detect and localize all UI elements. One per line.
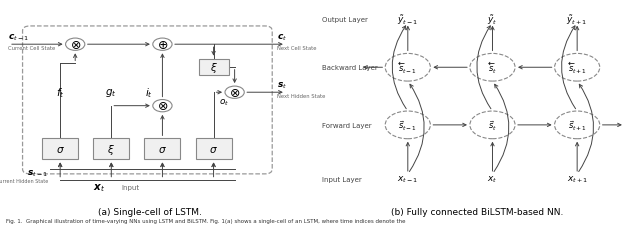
FancyBboxPatch shape [198,59,228,76]
Text: Input Layer: Input Layer [321,176,362,182]
Text: $f_t$: $f_t$ [56,86,65,100]
Text: Current Cell State: Current Cell State [8,46,56,51]
Circle shape [225,87,244,99]
Text: Fig. 1.  Graphical illustration of time-varying NNs using LSTM and BiLSTM. Fig. : Fig. 1. Graphical illustration of time-v… [6,218,406,223]
Text: $x_{t-1}$: $x_{t-1}$ [397,174,419,184]
Text: $\oplus$: $\oplus$ [157,38,168,52]
Text: $\tilde{y}_t$: $\tilde{y}_t$ [487,13,498,27]
Text: $\otimes$: $\otimes$ [70,38,81,52]
Text: $\tilde{y}_{t-1}$: $\tilde{y}_{t-1}$ [397,13,419,27]
Text: Forward Layer: Forward Layer [321,122,371,128]
Text: $\otimes$: $\otimes$ [229,86,240,99]
Text: $\boldsymbol{c}_{t}$: $\boldsymbol{c}_{t}$ [276,32,287,43]
Text: $\sigma$: $\sigma$ [158,144,167,154]
Circle shape [555,112,600,139]
Text: Output Layer: Output Layer [321,17,367,23]
FancyBboxPatch shape [42,139,78,160]
Text: Backward Layer: Backward Layer [321,65,378,71]
Circle shape [153,39,172,51]
Text: (a) Single-cell of LSTM.: (a) Single-cell of LSTM. [99,207,202,216]
Text: $\xi$: $\xi$ [210,61,218,74]
Text: $i_t$: $i_t$ [145,86,153,100]
Text: $\boldsymbol{s}_{t-1}$: $\boldsymbol{s}_{t-1}$ [27,168,48,178]
Text: $g_t$: $g_t$ [106,87,117,99]
FancyBboxPatch shape [145,139,180,160]
Text: $x_t$: $x_t$ [487,174,498,184]
Text: $\vec{s}_{t+1}$: $\vec{s}_{t+1}$ [568,119,587,132]
Text: $\sigma$: $\sigma$ [56,144,65,154]
Text: $\boldsymbol{c}_{t-1}$: $\boldsymbol{c}_{t-1}$ [8,32,29,43]
Text: $o_t$: $o_t$ [219,97,229,108]
Circle shape [385,54,430,82]
Circle shape [470,112,515,139]
Circle shape [65,39,85,51]
Text: Next Hidden State: Next Hidden State [276,94,325,99]
Text: Next Cell State: Next Cell State [276,46,316,51]
Circle shape [153,100,172,112]
Text: $\vec{s}_{t-1}$: $\vec{s}_{t-1}$ [398,119,417,132]
Text: $\sigma$: $\sigma$ [209,144,218,154]
Text: Input: Input [122,184,140,191]
Text: Current Hidden State: Current Hidden State [0,178,48,183]
Text: $x_{t+1}$: $x_{t+1}$ [566,174,588,184]
Circle shape [470,54,515,82]
FancyBboxPatch shape [93,139,129,160]
Circle shape [555,54,600,82]
Text: $\overleftarrow{s}_{t+1}$: $\overleftarrow{s}_{t+1}$ [568,61,587,75]
Text: $\otimes$: $\otimes$ [157,100,168,113]
Text: $\overleftarrow{s}_{t}$: $\overleftarrow{s}_{t}$ [488,61,497,75]
Text: $\boldsymbol{x}_t$: $\boldsymbol{x}_t$ [93,182,106,193]
Text: $\tilde{y}_{t+1}$: $\tilde{y}_{t+1}$ [566,13,588,27]
Text: $\xi$: $\xi$ [108,142,115,156]
FancyBboxPatch shape [196,139,232,160]
Text: $\boldsymbol{s}_{t}$: $\boldsymbol{s}_{t}$ [276,80,287,90]
Text: (b) Fully connected BiLSTM-based NN.: (b) Fully connected BiLSTM-based NN. [390,207,563,216]
Text: $\vec{s}_{t}$: $\vec{s}_{t}$ [488,119,497,132]
Text: $\overleftarrow{s}_{t-1}$: $\overleftarrow{s}_{t-1}$ [398,61,417,75]
Circle shape [385,112,430,139]
